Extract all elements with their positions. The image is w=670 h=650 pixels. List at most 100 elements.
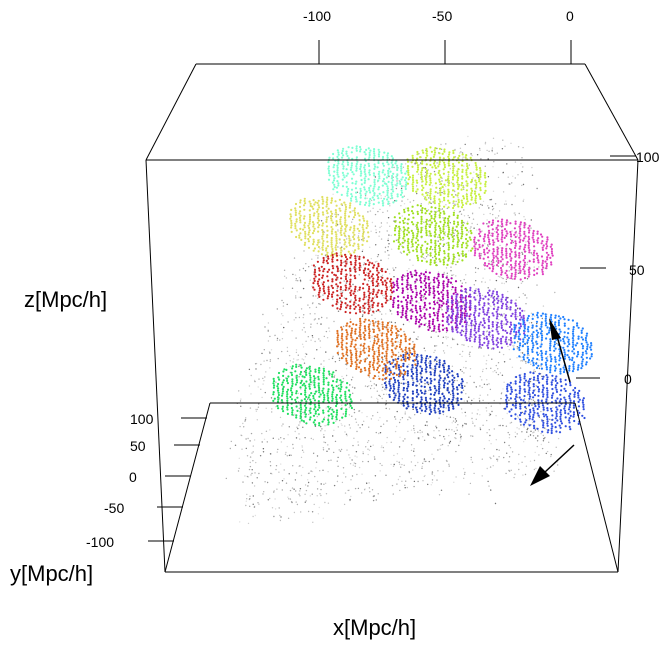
cluster-point	[336, 267, 339, 270]
background-point	[311, 335, 314, 337]
cluster-point	[344, 288, 347, 292]
cluster-point	[392, 172, 395, 175]
background-point	[491, 209, 494, 211]
cluster-point	[376, 304, 379, 307]
cluster-point	[483, 174, 486, 177]
background-point	[338, 359, 341, 362]
background-point	[414, 414, 416, 416]
background-point	[342, 325, 345, 328]
cluster-point	[429, 146, 432, 149]
background-point	[540, 410, 542, 413]
cluster-point	[465, 242, 468, 245]
background-point	[479, 147, 481, 150]
cluster-point	[422, 288, 425, 291]
background-point	[368, 487, 371, 489]
cluster-point	[313, 227, 316, 230]
background-point	[389, 225, 391, 227]
cluster-point	[349, 307, 352, 310]
cluster-point	[468, 315, 471, 318]
cluster-point	[361, 235, 364, 238]
background-point	[332, 355, 334, 358]
background-point	[423, 460, 425, 462]
background-point	[418, 438, 420, 440]
background-point	[304, 356, 307, 358]
cluster-point	[429, 157, 432, 160]
cluster-point	[434, 215, 437, 218]
cluster-point	[447, 195, 450, 198]
cluster-point	[463, 321, 467, 324]
background-point	[380, 195, 382, 197]
background-point	[422, 436, 424, 438]
background-point	[456, 379, 458, 382]
background-point	[483, 448, 486, 450]
cluster-point	[401, 313, 404, 316]
cluster-point	[425, 209, 428, 212]
cluster-point	[419, 246, 423, 249]
background-point	[443, 352, 446, 354]
background-point	[370, 385, 373, 387]
cluster-point	[447, 246, 451, 249]
cluster-point	[347, 250, 350, 253]
background-point	[486, 223, 488, 225]
cluster-point	[450, 315, 453, 318]
cluster-point	[456, 236, 459, 239]
background-point	[369, 380, 372, 382]
background-point	[521, 431, 523, 433]
background-point	[266, 481, 269, 484]
cluster-point	[299, 227, 302, 230]
cluster-point	[359, 167, 362, 171]
background-point	[284, 453, 287, 455]
background-point	[394, 200, 396, 202]
cluster-point	[411, 290, 414, 294]
background-point	[442, 470, 444, 472]
background-point	[351, 386, 354, 388]
cluster-point	[323, 292, 326, 295]
cluster-point	[317, 215, 320, 218]
cluster-point	[397, 295, 400, 298]
background-point	[397, 341, 399, 343]
background-point	[345, 374, 348, 377]
cluster-point	[450, 299, 454, 302]
cluster-point	[418, 325, 421, 328]
background-point	[442, 336, 445, 338]
background-point	[475, 242, 478, 244]
background-point	[292, 443, 294, 446]
cluster-point	[395, 175, 398, 178]
background-point	[384, 404, 387, 406]
background-point	[323, 335, 325, 338]
background-point	[509, 422, 511, 424]
background-point	[342, 413, 344, 415]
background-point	[463, 473, 466, 475]
background-point	[267, 499, 269, 501]
background-point	[481, 475, 483, 477]
cluster-point	[444, 217, 447, 220]
cluster-point	[456, 234, 459, 237]
cluster-point	[375, 293, 378, 296]
background-point	[388, 299, 390, 302]
cluster-point	[416, 204, 419, 207]
cluster-point	[363, 177, 366, 180]
cluster-point	[434, 166, 437, 169]
cluster-point	[308, 222, 311, 225]
background-point	[416, 192, 418, 195]
background-point	[299, 488, 302, 490]
background-point	[546, 450, 549, 453]
cluster-point	[376, 295, 379, 298]
background-point	[281, 425, 283, 427]
cluster-point	[406, 288, 409, 291]
cluster-point	[439, 211, 442, 215]
cluster-point	[451, 286, 454, 289]
cluster-point	[474, 190, 477, 193]
background-point	[345, 433, 348, 435]
cluster-point	[327, 257, 330, 260]
background-point	[350, 379, 353, 381]
background-point	[412, 408, 414, 410]
background-point	[459, 210, 461, 213]
cluster-point	[363, 170, 366, 173]
background-point	[417, 336, 419, 338]
background-point	[355, 268, 358, 270]
background-point	[253, 379, 256, 382]
background-point	[398, 334, 400, 336]
background-point	[540, 432, 542, 435]
background-point	[312, 336, 314, 339]
